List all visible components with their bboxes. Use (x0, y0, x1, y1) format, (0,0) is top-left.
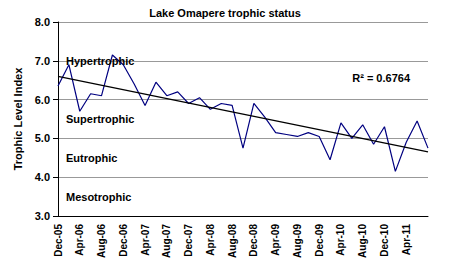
svg-text:R² = 0.6764: R² = 0.6764 (352, 72, 411, 84)
svg-text:Eutrophic: Eutrophic (66, 152, 117, 164)
svg-text:Aug-10: Aug-10 (357, 224, 368, 258)
svg-text:5.0: 5.0 (35, 132, 50, 144)
svg-text:Mesotrophic: Mesotrophic (66, 191, 131, 203)
svg-text:Apr-08: Apr-08 (205, 224, 216, 256)
svg-text:Dec-05: Dec-05 (53, 224, 64, 257)
svg-text:Aug-09: Aug-09 (292, 224, 303, 258)
svg-text:8.0: 8.0 (35, 16, 50, 28)
svg-text:Apr-07: Apr-07 (140, 224, 151, 256)
svg-text:Aug-07: Aug-07 (161, 224, 172, 258)
svg-text:Dec-06: Dec-06 (118, 224, 129, 257)
svg-text:7.0: 7.0 (35, 55, 50, 67)
svg-text:3.0: 3.0 (35, 210, 50, 222)
svg-text:Aug-08: Aug-08 (227, 224, 238, 258)
svg-text:Apr-06: Apr-06 (74, 224, 85, 256)
svg-text:Hypertrophic: Hypertrophic (66, 55, 134, 67)
svg-text:Apr-10: Apr-10 (335, 224, 346, 256)
svg-text:Dec-10: Dec-10 (379, 224, 390, 257)
svg-text:Apr-11: Apr-11 (401, 224, 412, 256)
svg-text:Dec-08: Dec-08 (248, 224, 259, 257)
svg-text:Apr-09: Apr-09 (270, 224, 281, 256)
svg-text:Supertrophic: Supertrophic (66, 113, 134, 125)
svg-text:6.0: 6.0 (35, 94, 50, 106)
svg-text:4.0: 4.0 (35, 171, 50, 183)
svg-text:Lake Omapere trophic status: Lake Omapere trophic status (149, 7, 301, 19)
svg-text:Dec-07: Dec-07 (183, 224, 194, 257)
svg-text:Aug-06: Aug-06 (96, 224, 107, 258)
svg-text:Trophic Level Index: Trophic Level Index (12, 67, 24, 171)
svg-text:Dec-09: Dec-09 (314, 224, 325, 257)
